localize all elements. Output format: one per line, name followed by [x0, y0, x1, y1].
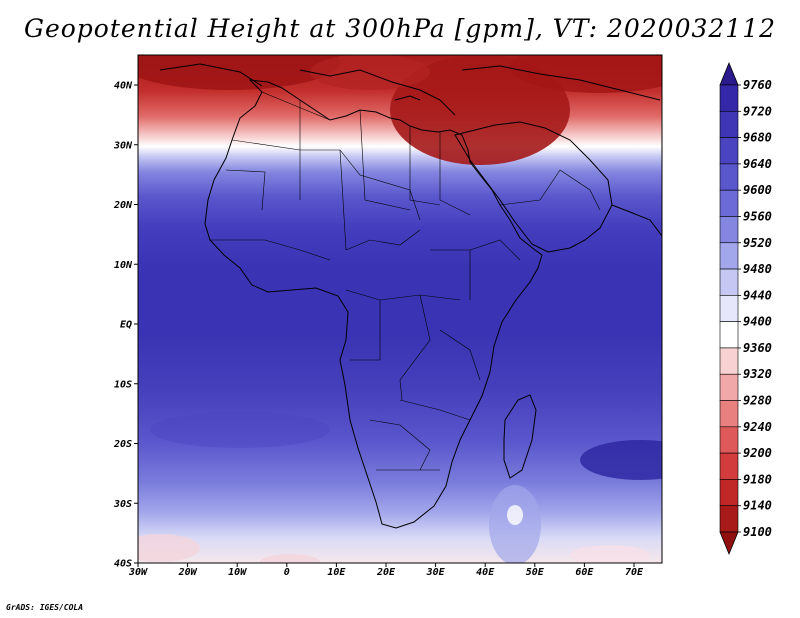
y-tick-label: 20S: [113, 439, 132, 450]
x-tick-label: 70E: [625, 567, 644, 578]
colorbar-label: 9480: [743, 262, 772, 276]
colorbar-label: 9680: [743, 131, 772, 145]
colorbar-segment: [719, 84, 739, 112]
colorbar-label: 9720: [743, 104, 772, 118]
map-title: Geopotential Height at 300hPa [gpm], VT:…: [23, 14, 777, 43]
y-axis: 40N 30N 20N 10N EQ 10S 20S 30S 40S: [113, 81, 138, 570]
footer-credit: GrADS: IGES/COLA: [6, 603, 84, 612]
colorbar-label: 9280: [743, 394, 772, 408]
colorbar-label: 9360: [743, 341, 772, 355]
colorbar-segment: [719, 400, 739, 428]
y-tick-label: 10N: [114, 260, 133, 271]
y-tick-label: 10S: [114, 379, 132, 390]
colorbar-label: 9760: [743, 78, 772, 92]
y-tick-label: 30S: [113, 499, 132, 510]
colorbar-label: 9600: [743, 183, 772, 197]
x-tick-label: 40E: [476, 567, 495, 578]
colorbar-label: 9560: [743, 209, 772, 223]
x-tick-label: 20W: [178, 567, 198, 578]
x-tick-label: 60E: [575, 567, 594, 578]
colorbar-bottom-arrow: [719, 531, 739, 556]
y-tick-label: 30N: [113, 140, 133, 151]
colorbar-segment: [719, 479, 739, 507]
colorbar-label: 9520: [743, 236, 772, 250]
x-tick-label: 30W: [128, 567, 148, 578]
colorbar-label: 9440: [743, 288, 772, 302]
x-tick-label: 0: [284, 567, 290, 578]
colorbar-segment: [719, 163, 739, 191]
x-tick-label: 30E: [426, 567, 446, 578]
x-tick-label: 10W: [228, 567, 247, 578]
colorbar-label: 9200: [743, 446, 772, 460]
plot-frame: [137, 54, 663, 564]
colorbar-segment: [719, 373, 739, 401]
colorbar-segment: [719, 110, 739, 138]
colorbar-label: 9320: [743, 367, 772, 381]
country-borders: [210, 91, 601, 471]
colorbar-label: 9400: [743, 315, 772, 329]
height-field: [138, 55, 662, 563]
colorbar-segment: [719, 268, 739, 296]
colorbar-segment: [719, 505, 739, 533]
colorbar-label: 9100: [743, 525, 772, 539]
y-tick-label: 40S: [114, 559, 132, 570]
colorbar-segment: [719, 452, 739, 480]
colorbar-label: 9240: [743, 420, 772, 434]
colorbar-segment: [719, 347, 739, 375]
colorbar-segment: [719, 242, 739, 270]
colorbar-segment: [719, 137, 739, 165]
colorbar-segment: [719, 321, 739, 349]
x-axis: 30W 20W 10W 0 10E 20E 30E 40E 50E 60E 70E: [128, 563, 644, 578]
colorbar-segment: [719, 426, 739, 454]
colorbar-segment: [719, 189, 739, 217]
y-tick-label: EQ: [120, 320, 132, 331]
colorbar-label: 9140: [743, 499, 772, 513]
colorbar-top-arrow: [719, 61, 739, 86]
colorbar-segment: [719, 295, 739, 322]
colorbar-label: 9180: [743, 472, 772, 486]
x-tick-label: 10E: [327, 567, 346, 578]
colorbar-segment: [719, 216, 739, 244]
x-tick-label: 20E: [376, 567, 396, 578]
colorbar: 9760 9720 9680 9640 9600 9560 9520 9480 9440 9400…: [719, 61, 772, 556]
y-tick-label: 40N: [114, 81, 133, 92]
y-tick-label: 20N: [113, 200, 133, 211]
colorbar-label: 9640: [743, 157, 772, 171]
x-tick-label: 50E: [526, 567, 545, 578]
